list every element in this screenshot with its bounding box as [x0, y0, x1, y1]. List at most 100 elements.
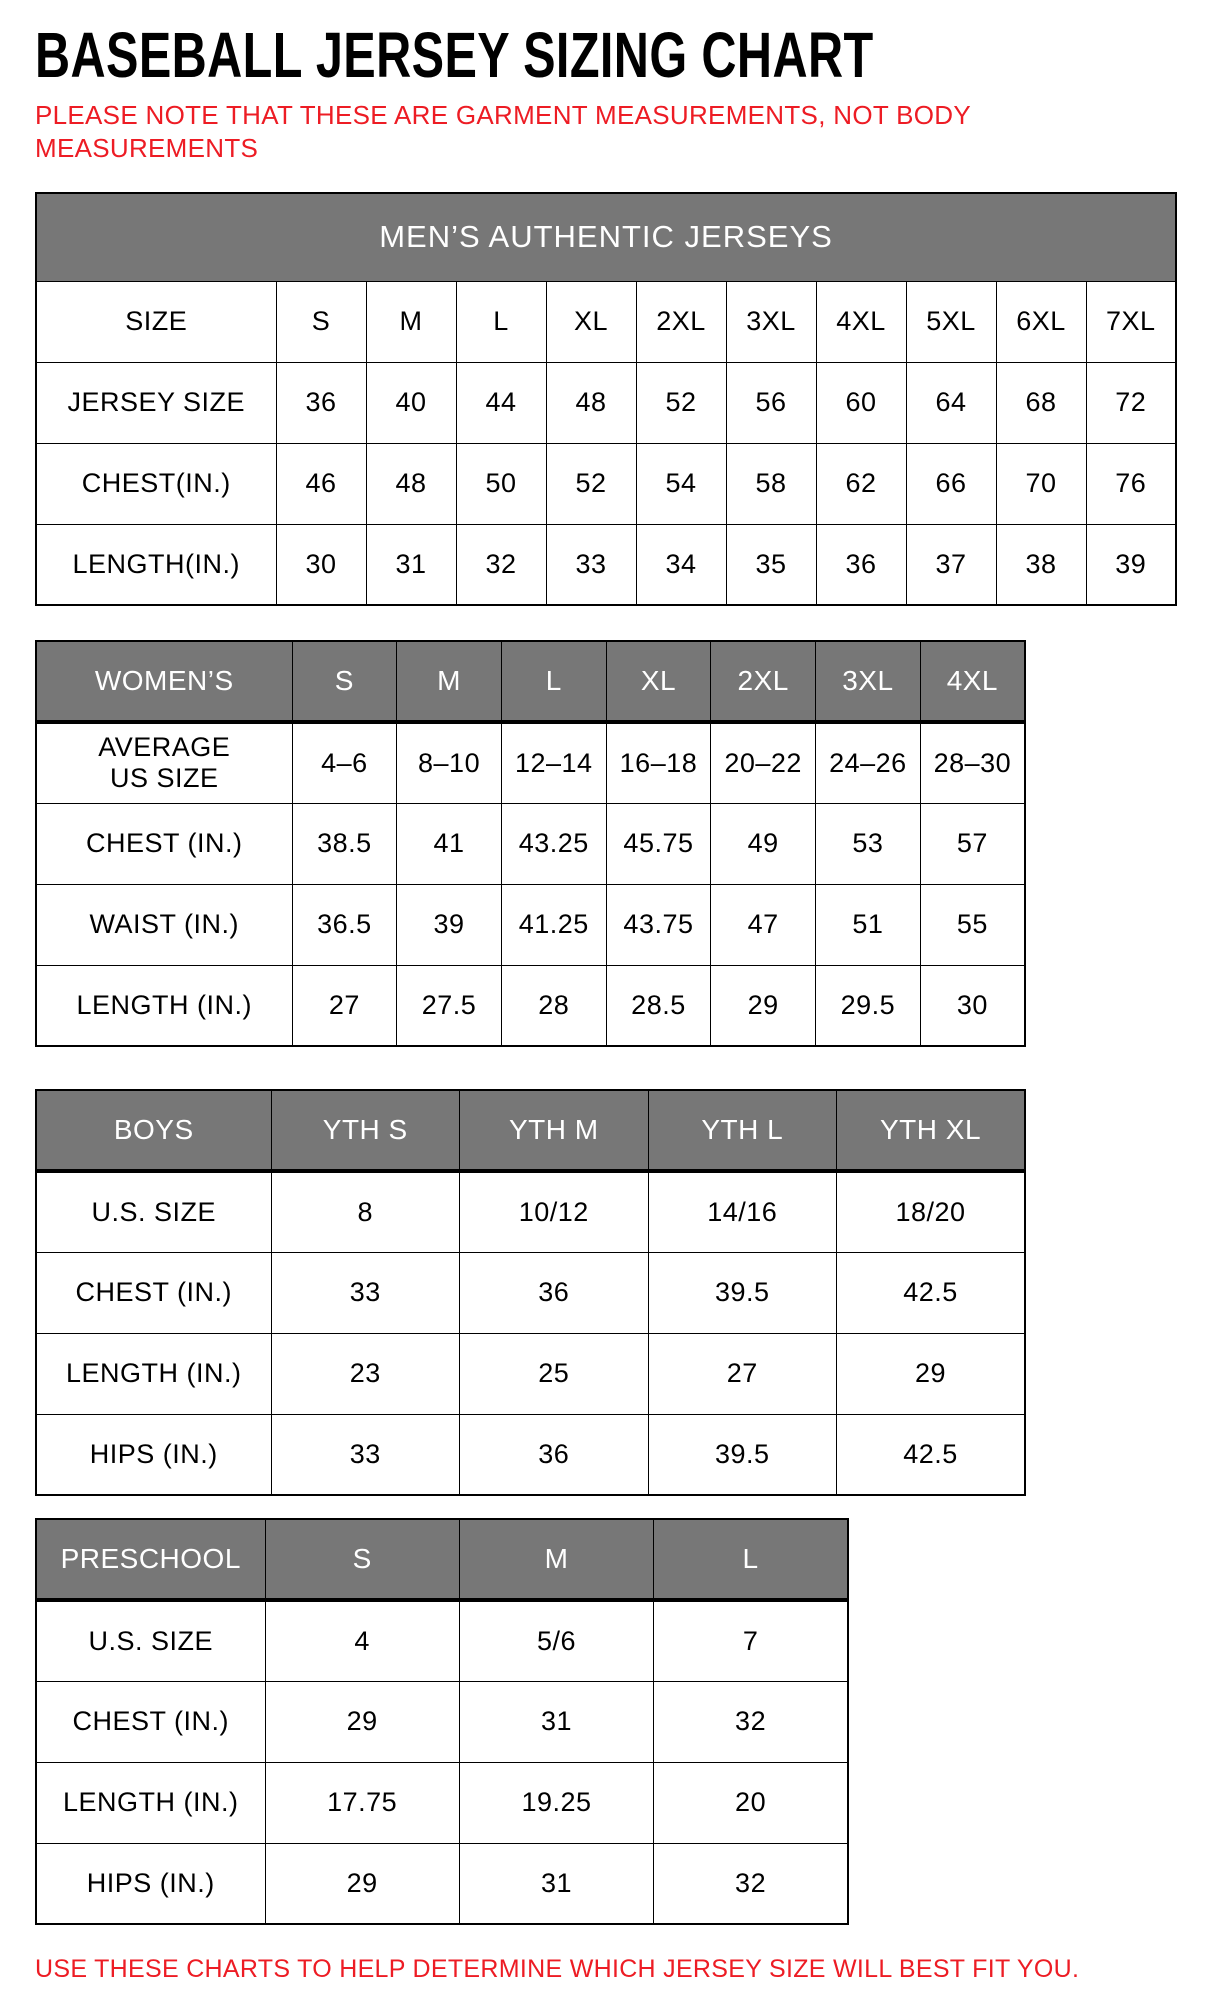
- table-cell: 72: [1085, 361, 1177, 444]
- column-header: 4XL: [919, 640, 1026, 725]
- table-cell: 41: [396, 802, 502, 885]
- table-cell: 43.75: [605, 883, 712, 966]
- column-header: BOYS: [35, 1089, 272, 1174]
- table-row: LENGTH (IN.) 17.75 19.25 20: [35, 1761, 849, 1844]
- table-cell: 33: [545, 523, 637, 606]
- table-cell: 28.5: [605, 964, 712, 1047]
- table-cell: 50: [455, 442, 547, 525]
- table-cell: 40: [365, 361, 457, 444]
- table-row: LENGTH (IN.) 27 27.5 28 28.5 29 29.5 30: [35, 964, 1026, 1047]
- table-cell: 18/20: [836, 1170, 1026, 1253]
- table-cell: 56: [725, 361, 817, 444]
- table-cell: 12–14: [500, 721, 607, 804]
- table-cell: 43.25: [500, 802, 607, 885]
- row-label: HIPS (IN.): [35, 1842, 266, 1925]
- table-cell: 46: [275, 442, 367, 525]
- table-cell: 36: [275, 361, 367, 444]
- table-cell: 47: [710, 883, 817, 966]
- table-cell: 51: [815, 883, 921, 966]
- row-label: SIZE: [35, 280, 277, 363]
- table-cell: 39.5: [647, 1251, 837, 1334]
- garment-measurements-note: PLEASE NOTE THAT THESE ARE GARMENT MEASU…: [35, 100, 971, 163]
- table-cell: S: [275, 280, 367, 363]
- table-cell: 70: [995, 442, 1087, 525]
- boys-table: BOYS YTH S YTH M YTH L YTH XL U.S. SIZE …: [35, 1089, 1026, 1497]
- mens-table: MEN’S AUTHENTIC JERSEYS SIZE S M L XL 2X…: [35, 192, 1177, 607]
- table-row: CHEST (IN.) 33 36 39.5 42.5: [35, 1251, 1026, 1334]
- table-row: SIZE S M L XL 2XL 3XL 4XL 5XL 6XL 7XL: [35, 280, 1177, 363]
- table-cell: 49: [710, 802, 817, 885]
- column-header: M: [396, 640, 502, 725]
- column-header: M: [458, 1518, 655, 1603]
- table-cell: 27.5: [396, 964, 502, 1047]
- table-cell: 29: [264, 1680, 460, 1763]
- table-cell: 20: [653, 1761, 849, 1844]
- table-cell: 29.5: [815, 964, 921, 1047]
- row-label: AVERAGE US SIZE: [35, 721, 293, 804]
- table-cell: 37: [905, 523, 997, 606]
- table-cell: 36: [815, 523, 907, 606]
- table-cell: 20–22: [710, 721, 817, 804]
- table-cell: 38.5: [291, 802, 398, 885]
- row-label: HIPS (IN.): [35, 1413, 272, 1496]
- table-row: HIPS (IN.) 29 31 32: [35, 1842, 849, 1925]
- page-title: BASEBALL JERSEY SIZING CHART: [35, 19, 874, 91]
- row-label: U.S. SIZE: [35, 1599, 266, 1682]
- table-cell: 33: [270, 1251, 460, 1334]
- table-cell: 7: [653, 1599, 849, 1682]
- table-cell: 27: [647, 1332, 837, 1415]
- table-cell: 54: [635, 442, 727, 525]
- row-label: LENGTH(IN.): [35, 523, 277, 606]
- table-cell: 39: [1085, 523, 1177, 606]
- row-label: LENGTH (IN.): [35, 1332, 272, 1415]
- table-row: U.S. SIZE 8 10/12 14/16 18/20: [35, 1170, 1026, 1253]
- table-cell: 30: [275, 523, 367, 606]
- table-cell: 32: [653, 1680, 849, 1763]
- table-cell: 62: [815, 442, 907, 525]
- table-cell: M: [365, 280, 457, 363]
- table-cell: 66: [905, 442, 997, 525]
- table-cell: 29: [710, 964, 817, 1047]
- table-cell: 7XL: [1085, 280, 1177, 363]
- row-label: LENGTH (IN.): [35, 964, 293, 1047]
- table-cell: 33: [270, 1413, 460, 1496]
- table-cell: 34: [635, 523, 727, 606]
- table-cell: 25: [459, 1332, 649, 1415]
- table-row: CHEST(IN.) 46 48 50 52 54 58 62 66 70 76: [35, 442, 1177, 525]
- table-row: WAIST (IN.) 36.5 39 41.25 43.75 47 51 55: [35, 883, 1026, 966]
- column-header: YTH XL: [836, 1089, 1026, 1174]
- row-label: CHEST(IN.): [35, 442, 277, 525]
- table-row: PRESCHOOL S M L: [35, 1518, 849, 1603]
- table-cell: 41.25: [500, 883, 607, 966]
- row-label: JERSEY SIZE: [35, 361, 277, 444]
- row-label: LENGTH (IN.): [35, 1761, 266, 1844]
- table-cell: 2XL: [635, 280, 727, 363]
- column-header: 2XL: [710, 640, 817, 725]
- table-cell: 76: [1085, 442, 1177, 525]
- mens-table-banner: MEN’S AUTHENTIC JERSEYS: [35, 192, 1177, 282]
- column-header: L: [653, 1518, 849, 1603]
- table-cell: 29: [836, 1332, 1026, 1415]
- table-cell: 8–10: [396, 721, 502, 804]
- row-label: U.S. SIZE: [35, 1170, 272, 1253]
- table-row: U.S. SIZE 4 5/6 7: [35, 1599, 849, 1682]
- table-cell: 28: [500, 964, 607, 1047]
- table-cell: 27: [291, 964, 398, 1047]
- table-cell: 6XL: [995, 280, 1087, 363]
- table-cell: 48: [545, 361, 637, 444]
- table-cell: 55: [919, 883, 1026, 966]
- table-row: CHEST (IN.) 38.5 41 43.25 45.75 49 53 57: [35, 802, 1026, 885]
- table-cell: 64: [905, 361, 997, 444]
- table-cell: 35: [725, 523, 817, 606]
- table-row: WOMEN’S S M L XL 2XL 3XL 4XL: [35, 640, 1026, 725]
- table-cell: 57: [919, 802, 1026, 885]
- table-row: CHEST (IN.) 29 31 32: [35, 1680, 849, 1763]
- table-cell: 3XL: [725, 280, 817, 363]
- column-header: S: [264, 1518, 460, 1603]
- table-cell: 38: [995, 523, 1087, 606]
- table-cell: 4XL: [815, 280, 907, 363]
- table-cell: 5XL: [905, 280, 997, 363]
- column-header: YTH M: [459, 1089, 649, 1174]
- table-cell: XL: [545, 280, 637, 363]
- table-cell: 48: [365, 442, 457, 525]
